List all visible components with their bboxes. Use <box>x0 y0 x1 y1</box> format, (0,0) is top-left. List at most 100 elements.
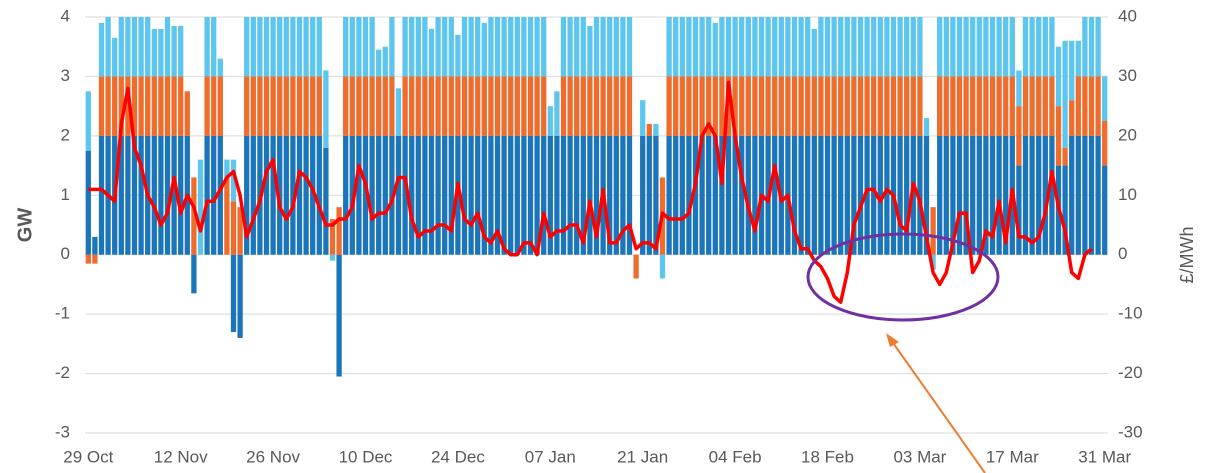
bar-segment <box>791 17 798 77</box>
bar-segment <box>422 17 428 77</box>
bar-segment <box>758 76 765 136</box>
bar-segment <box>131 135 138 255</box>
bar-segment <box>257 17 263 77</box>
bar-segment <box>514 76 520 136</box>
bar-segment <box>448 17 454 77</box>
bar-segment <box>765 76 771 136</box>
bar-segment <box>811 28 817 77</box>
bar-segment <box>917 76 923 136</box>
bar-segment <box>514 135 520 255</box>
bar-segment <box>719 17 725 77</box>
bar-segment <box>376 76 382 136</box>
y2-tick-label: 10 <box>1118 185 1137 204</box>
bar-segment <box>1016 106 1022 166</box>
bar-segment <box>105 76 111 136</box>
bar-segment <box>626 76 633 136</box>
bar-segment <box>164 17 171 77</box>
bar-segment <box>554 135 560 255</box>
bar-segment <box>521 135 527 255</box>
bar-segment <box>653 123 659 136</box>
bar-segment <box>692 76 699 136</box>
bar-segment <box>541 17 547 77</box>
bar-segment <box>244 135 250 255</box>
bar-segment <box>956 76 963 136</box>
x-tick-label: 29 Oct <box>63 447 113 466</box>
bar-segment <box>956 135 963 255</box>
bar-segment <box>283 135 289 255</box>
bar-segment <box>501 76 507 136</box>
bar-segment <box>230 201 237 255</box>
bar-segment <box>1082 76 1088 136</box>
bar-segment <box>310 17 316 77</box>
bar-segment <box>461 76 468 136</box>
bar-segment <box>461 135 468 255</box>
bar-segment <box>395 135 402 255</box>
bar-segment <box>917 135 923 255</box>
bar-segment <box>98 135 105 255</box>
bar-segment <box>145 76 151 136</box>
bar-segment <box>382 76 388 136</box>
bar-segment <box>1075 40 1081 77</box>
bar-segment <box>554 91 560 136</box>
bar-segment <box>884 17 890 77</box>
price-line <box>88 80 1093 305</box>
bar-segment <box>224 177 230 255</box>
bar-segment <box>1029 17 1035 77</box>
bar-segment <box>593 76 600 136</box>
x-tick-label: 18 Feb <box>801 447 854 466</box>
bar-segment <box>851 17 857 77</box>
bar-segment <box>527 76 534 136</box>
bar-segment <box>211 17 217 77</box>
y-tick-label: 2 <box>61 125 70 144</box>
bar-segment <box>547 106 553 136</box>
bar-segment <box>930 254 936 270</box>
bar-segment <box>706 135 712 255</box>
bar-segment <box>739 17 745 77</box>
bar-segment <box>1102 165 1108 255</box>
bar-segment <box>626 135 633 255</box>
bar-segment <box>263 17 270 77</box>
bar-segment <box>673 76 679 136</box>
bar-segment <box>98 76 105 136</box>
bar-segment <box>640 100 646 136</box>
bar-segment <box>772 17 778 77</box>
bar-segment <box>171 135 177 255</box>
bar-segment <box>178 76 184 136</box>
bar-segment <box>92 236 98 255</box>
bar-segment <box>831 17 837 77</box>
bar-segment <box>362 135 369 255</box>
bar-segment <box>402 135 408 255</box>
bar-segment <box>910 76 916 136</box>
bar-segment <box>904 76 910 136</box>
bar-segment <box>824 17 831 77</box>
bar-segment <box>1055 106 1062 166</box>
bar-segment <box>983 17 989 77</box>
bar-segment <box>640 135 646 255</box>
bar-segment <box>567 135 573 255</box>
bar-segment <box>1016 165 1022 255</box>
bar-segment <box>844 135 850 255</box>
bar-segment <box>303 76 309 136</box>
bar-segment <box>475 135 481 255</box>
bar-segment <box>580 17 586 77</box>
bar-segment <box>613 135 619 255</box>
bar-segment <box>389 76 395 136</box>
bar-segment <box>791 76 798 136</box>
bar-segment <box>138 17 144 77</box>
bar-segment <box>857 17 864 77</box>
bar-segment <box>943 135 949 255</box>
bar-segment <box>230 254 237 332</box>
bar-segment <box>897 17 903 77</box>
bar-segment <box>976 17 982 77</box>
bar-segment <box>838 135 844 255</box>
bar-segment <box>785 17 791 77</box>
bar-segment <box>943 17 949 77</box>
bar-segment <box>541 135 547 255</box>
bar-segment <box>567 76 573 136</box>
bar-segment <box>613 76 619 136</box>
y2-tick-label: 40 <box>1118 6 1137 25</box>
bar-segment <box>508 17 514 77</box>
bar-segment <box>838 17 844 77</box>
bar-segment <box>772 76 778 136</box>
bar-segment <box>442 135 448 255</box>
